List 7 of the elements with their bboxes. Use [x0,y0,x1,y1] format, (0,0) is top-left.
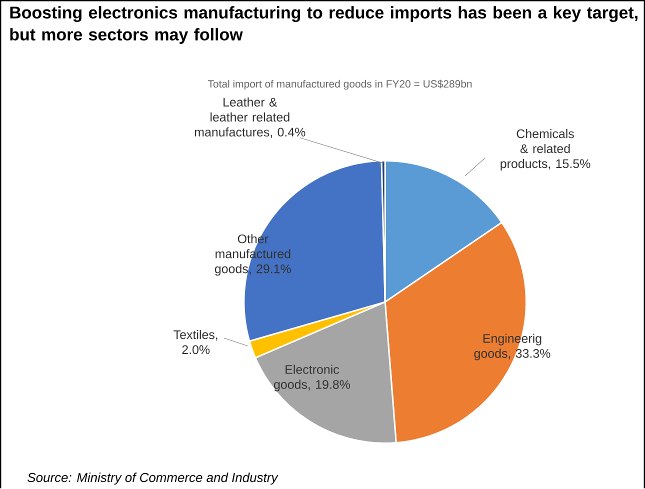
slice-label: Leather & leather related manufactures, 0.4% [194,98,306,138]
source-note: Source: Ministry of Commerce and Industry [28,472,278,485]
slice-label: Electronic goods, 19.8% [274,364,350,392]
slice-label: Textiles, 2.0% [174,330,218,354]
slice-label: Chemicals & related products, 15.5% [500,129,590,171]
chart-title: Boosting electronics manufacturing to reduce imports has been a key target, but more sectors may follow [10,6,638,44]
chart-subtitle: Total import of manufactured goods in FY20 = US$289bn [208,80,472,90]
